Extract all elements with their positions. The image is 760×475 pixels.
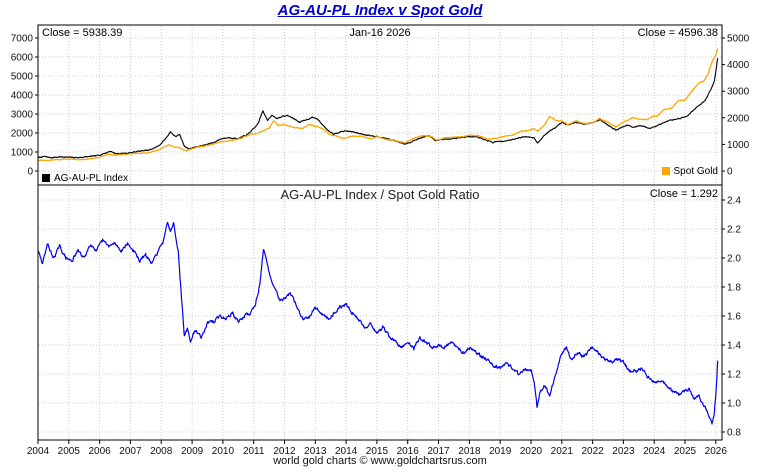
page-title: AG-AU-PL Index v Spot Gold xyxy=(277,2,483,19)
svg-text:2006: 2006 xyxy=(88,446,111,457)
svg-text:4000: 4000 xyxy=(727,60,750,71)
ratio-close-value: Close = 1.292 xyxy=(649,188,718,200)
svg-text:2011: 2011 xyxy=(243,446,265,457)
svg-text:5000: 5000 xyxy=(727,34,750,45)
svg-text:1.8: 1.8 xyxy=(727,283,741,294)
legend-gold: Spot Gold xyxy=(661,166,718,177)
svg-text:2026: 2026 xyxy=(705,446,728,457)
index-close-value: Close = 5938.39 xyxy=(42,27,123,39)
svg-text:2019: 2019 xyxy=(489,446,512,457)
svg-text:2008: 2008 xyxy=(150,446,173,457)
svg-text:2013: 2013 xyxy=(304,446,327,457)
panel-borders xyxy=(37,24,723,441)
svg-text:2005: 2005 xyxy=(58,446,81,457)
svg-text:1.0: 1.0 xyxy=(727,399,741,410)
ratio-line xyxy=(37,221,719,425)
svg-text:2009: 2009 xyxy=(181,446,204,457)
svg-text:0.8: 0.8 xyxy=(727,428,741,439)
svg-text:2010: 2010 xyxy=(212,446,235,457)
svg-text:6000: 6000 xyxy=(11,53,34,64)
panel-backgrounds xyxy=(38,25,722,440)
svg-text:5000: 5000 xyxy=(11,72,34,83)
svg-text:2004: 2004 xyxy=(27,446,50,457)
series-lines xyxy=(37,48,719,425)
svg-text:2.2: 2.2 xyxy=(727,225,741,236)
svg-text:3000: 3000 xyxy=(727,87,750,98)
gold-line xyxy=(37,48,719,162)
gold-swatch-icon xyxy=(661,167,670,175)
svg-text:0: 0 xyxy=(727,167,733,178)
svg-text:1000: 1000 xyxy=(11,148,34,159)
svg-text:2018: 2018 xyxy=(458,446,481,457)
ratio-panel-title: AG-AU-PL Index / Spot Gold Ratio xyxy=(280,187,480,202)
svg-text:2017: 2017 xyxy=(427,446,450,457)
legend-index-label: AG-AU-PL Index xyxy=(54,173,129,184)
svg-text:2022: 2022 xyxy=(581,446,604,457)
chart-date: Jan-16 2026 xyxy=(349,27,411,39)
svg-text:2015: 2015 xyxy=(366,446,389,457)
axis-tick-marks xyxy=(35,37,725,444)
grid-lines xyxy=(39,26,721,439)
svg-text:2007: 2007 xyxy=(119,446,142,457)
svg-text:4000: 4000 xyxy=(11,91,34,102)
svg-text:2.0: 2.0 xyxy=(727,254,741,265)
svg-text:1.6: 1.6 xyxy=(727,312,741,323)
svg-text:2025: 2025 xyxy=(674,446,697,457)
svg-text:7000: 7000 xyxy=(11,34,34,45)
svg-text:2016: 2016 xyxy=(397,446,420,457)
legend-index: AG-AU-PL Index xyxy=(42,173,128,184)
svg-text:3000: 3000 xyxy=(11,110,34,121)
svg-text:2014: 2014 xyxy=(335,446,358,457)
axis-labels: 0 1000 2000 3000 4000 5000 6000 7000 0 1000 2000 30… xyxy=(11,34,750,458)
svg-text:2023: 2023 xyxy=(612,446,635,457)
svg-text:0: 0 xyxy=(27,167,33,178)
svg-text:2024: 2024 xyxy=(643,446,666,457)
index-swatch-icon xyxy=(42,174,50,182)
svg-text:2020: 2020 xyxy=(520,446,543,457)
legend-gold-label: Spot Gold xyxy=(673,166,718,177)
svg-text:1.4: 1.4 xyxy=(727,341,741,352)
svg-text:2021: 2021 xyxy=(551,446,574,457)
svg-text:2.4: 2.4 xyxy=(727,196,741,207)
footer-credit: world gold charts © www.goldchartsrus.co… xyxy=(273,455,487,467)
svg-text:2012: 2012 xyxy=(273,446,296,457)
gold-close-value: Close = 4596.38 xyxy=(637,27,718,39)
svg-text:1.2: 1.2 xyxy=(727,370,741,381)
svg-text:2000: 2000 xyxy=(727,113,750,124)
svg-text:2000: 2000 xyxy=(11,129,34,140)
svg-text:1000: 1000 xyxy=(727,140,750,151)
